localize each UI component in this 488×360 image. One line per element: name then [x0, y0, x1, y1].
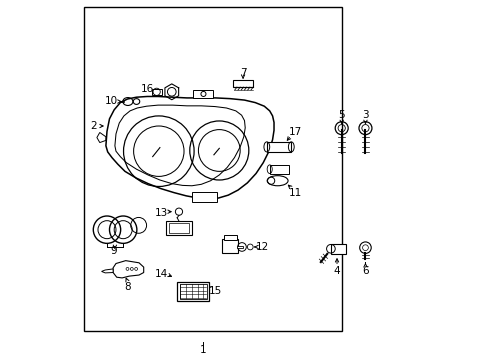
Text: 1: 1 [200, 345, 206, 355]
Text: 17: 17 [288, 127, 302, 138]
Text: 16: 16 [141, 84, 154, 94]
Text: 2: 2 [90, 121, 97, 131]
Bar [237, 246, 242, 248]
Polygon shape [113, 261, 143, 278]
Bar [166, 221, 191, 235]
Bar [84, 7, 341, 331]
Bar [222, 239, 238, 253]
Text: 14: 14 [155, 269, 168, 279]
Bar [266, 142, 291, 152]
Bar [232, 80, 252, 87]
Text: 12: 12 [255, 242, 268, 252]
Bar [193, 90, 213, 98]
Text: 10: 10 [105, 96, 118, 106]
Bar [330, 244, 346, 254]
Bar [224, 235, 236, 240]
Text: 9: 9 [111, 246, 117, 256]
Bar [177, 282, 209, 301]
Text: 5: 5 [338, 110, 345, 120]
Bar [269, 165, 289, 174]
Text: 6: 6 [362, 266, 368, 276]
Polygon shape [102, 269, 113, 273]
Text: 11: 11 [288, 188, 302, 198]
Bar [179, 284, 206, 299]
Text: 15: 15 [209, 285, 222, 296]
Bar [152, 89, 162, 95]
Text: 13: 13 [155, 208, 168, 218]
Text: 8: 8 [124, 282, 131, 292]
Polygon shape [97, 132, 106, 143]
Bar [192, 192, 216, 202]
Text: 7: 7 [239, 68, 246, 78]
Text: 4: 4 [333, 266, 340, 276]
Text: 3: 3 [362, 110, 368, 120]
Bar [168, 223, 188, 233]
